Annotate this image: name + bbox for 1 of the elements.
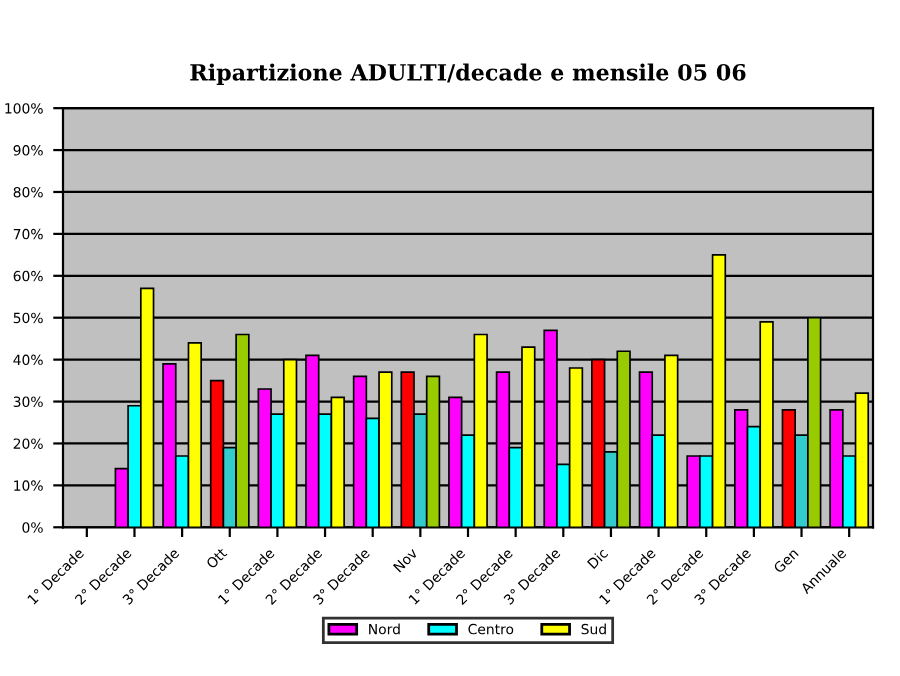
chart-title: Ripartizione ADULTI/decade e mensile 05 06 <box>190 63 746 85</box>
